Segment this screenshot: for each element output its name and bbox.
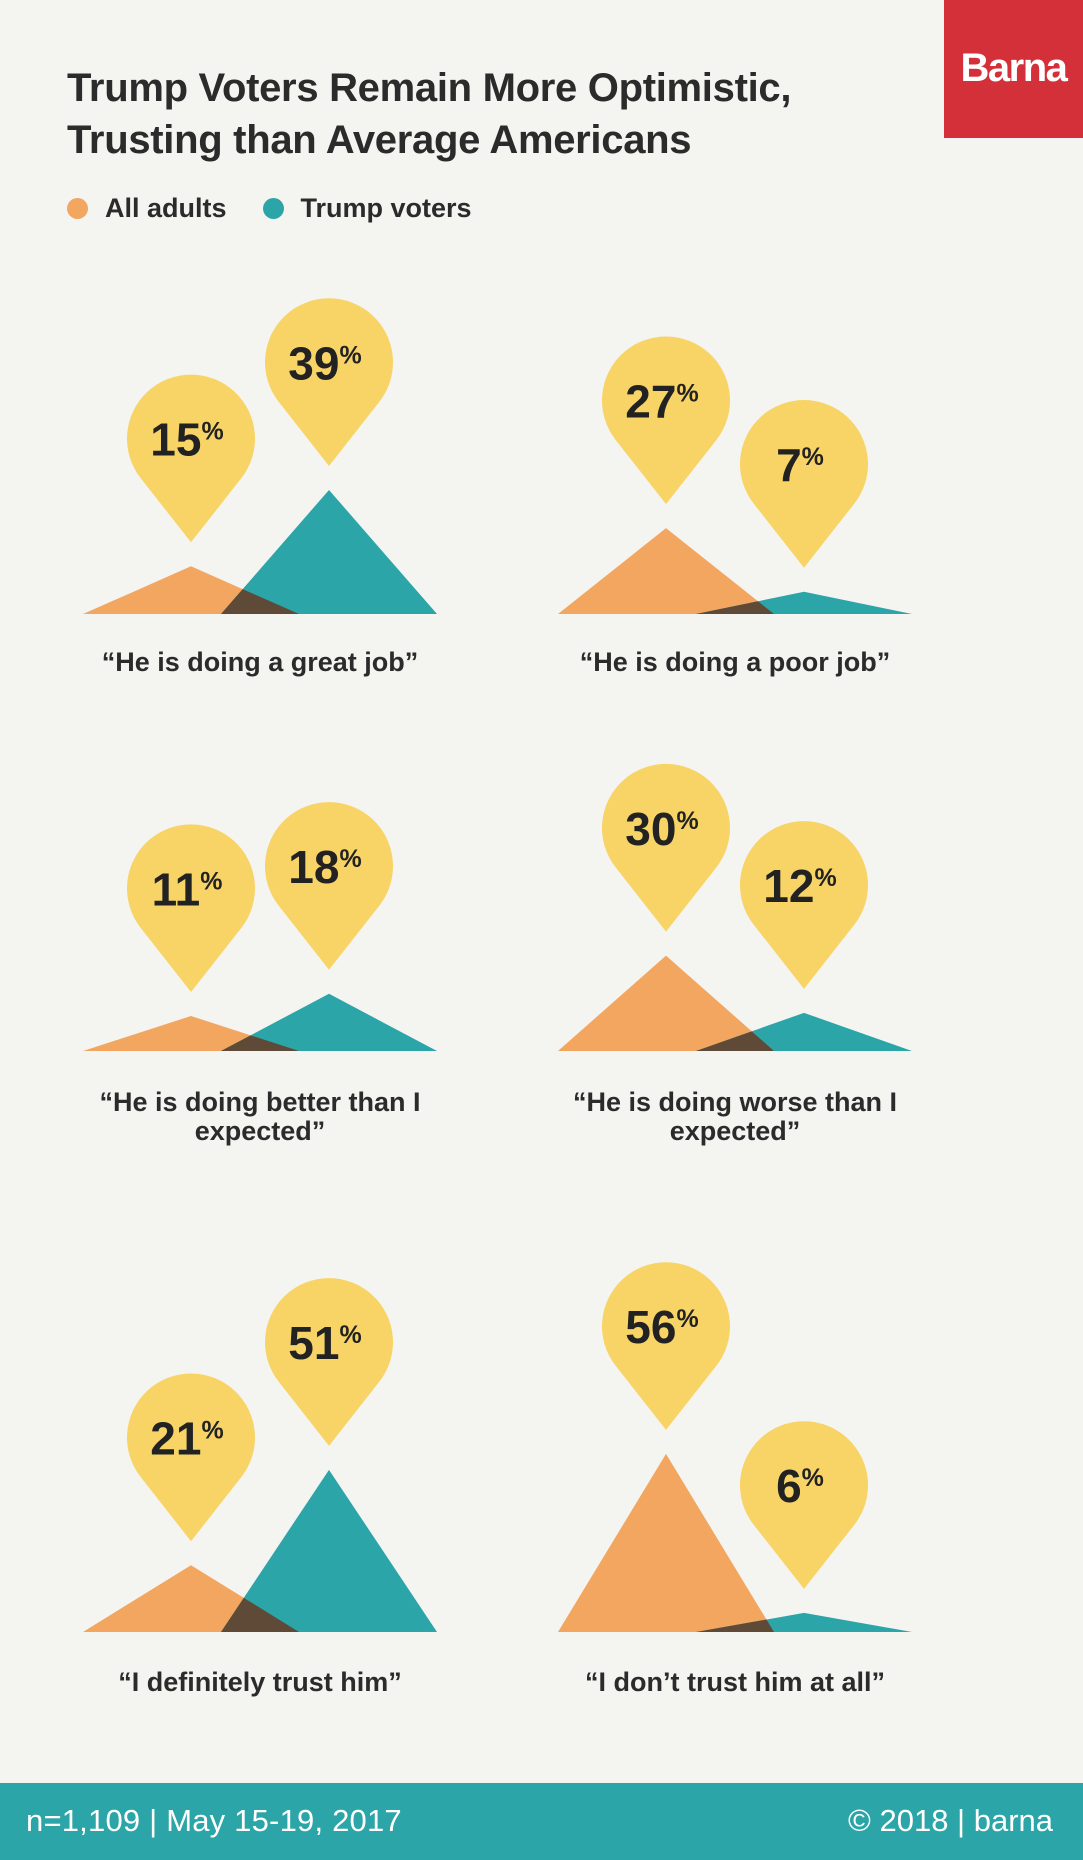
legend-item-trump-voters: Trump voters [262,192,472,224]
pin-all-adults: 11% [127,824,256,993]
triangle-all-adults [558,1453,774,1632]
panel-5: 21% 51% [83,1278,437,1632]
pin-trump-voters: 39% [264,298,394,466]
pin-all-adults-shape [602,1262,730,1430]
panel-3: 11% 18% [83,802,437,1051]
pin-all-adults: 56% [602,1262,730,1430]
pin-trump-voters: 6% [739,1421,868,1589]
pin-all-adults-label: 21% [150,1413,223,1465]
legend: All adults Trump voters [67,190,508,226]
triangle-all-adults [558,528,774,614]
caption-line-2: expected” [669,1116,801,1146]
pin-all-adults-shape [127,824,256,993]
pin-all-adults: 27% [602,336,730,505]
triangle-overlap [696,1031,774,1051]
pin-trump-voters: 12% [739,821,868,989]
pin-all-adults-label: 15% [150,414,223,466]
legend-item-all-adults: All adults [67,193,227,224]
pin-trump-voters: 7% [739,400,868,568]
footer-copyright: © 2018 | barna [848,1803,1053,1838]
panel-caption-1: “He is doing a great job” [50,648,470,677]
panel-caption-5: “I definitely trust him” [50,1668,470,1697]
legend-swatch-trump-voters [262,197,284,219]
triangle-overlap [221,1035,299,1051]
triangle-all-adults [558,955,774,1051]
pin-all-adults-shape [602,763,730,932]
pin-all-adults-shape [127,374,256,543]
pin-trump-voters-label: 51% [288,1317,361,1369]
pin-trump-voters-label: 7% [776,439,824,491]
pin-all-adults-shape [602,336,730,505]
pin-all-adults: 30% [602,763,730,932]
pin-trump-voters-shape [264,298,394,466]
panel-caption-2: “He is doing a poor job” [525,648,945,677]
triangle-trump-voters [221,1469,437,1632]
caption-line-1: “He is doing a great job” [101,647,419,677]
panel-4: 30% 12% [558,763,912,1051]
caption-line-1: “I definitely trust him” [118,1667,402,1697]
pin-trump-voters-label: 6% [776,1460,824,1512]
pin-all-adults-label: 56% [625,1301,698,1353]
pin-all-adults-label: 11% [152,863,223,915]
pin-trump-voters-label: 12% [763,860,836,912]
pin-trump-voters-shape [265,802,393,970]
pin-all-adults-shape [126,1373,255,1542]
pin-trump-voters-shape [739,1421,868,1589]
pin-all-adults: 21% [126,1373,255,1542]
triangle-trump-voters [221,489,437,614]
footer-sample-info: n=1,109 | May 15-19, 2017 [26,1803,402,1838]
caption-line-1: “He is doing worse than I [572,1087,898,1117]
pin-all-adults-label: 30% [625,803,698,855]
panel-caption-6: “I don’t trust him at all” [525,1668,945,1697]
title-line-1: Trump Voters Remain More Optimistic, [67,66,792,110]
footer-bar: n=1,109 | May 15-19, 2017 © 2018 | barna [0,1783,1083,1860]
triangle-overlap [221,589,299,614]
legend-label-all-adults: All adults [105,192,227,223]
panel-2: 27% 7% [558,336,912,614]
caption-line-2: expected” [194,1116,326,1146]
pin-trump-voters-label: 18% [288,841,361,893]
pin-trump-voters-shape [739,400,868,568]
pin-all-adults-label: 27% [625,375,698,427]
pin-trump-voters-label: 39% [288,337,361,389]
legend-label-trump-voters: Trump voters [300,192,472,223]
panel-1: 15% 39% [83,298,437,614]
caption-line-1: “I don’t trust him at all” [584,1667,885,1697]
chart-title: Trump Voters Remain More Optimistic, Tru… [67,62,791,166]
panel-6: 56% 6% [558,1262,912,1632]
pin-trump-voters-shape [265,1278,393,1446]
triangle-overlap [221,1597,299,1632]
pin-trump-voters-shape [739,821,868,989]
legend-swatch-all-adults [67,197,88,219]
pin-trump-voters: 18% [265,802,393,970]
chart-area: 15% 39% 27% 7% 11% 18% 30% 12% 21% 51% 56% 6% [83,298,912,1632]
barna-logo: Barna [944,0,1083,138]
pin-trump-voters: 51% [265,1278,393,1446]
triangle-overlap [696,1619,774,1632]
caption-line-1: “He is doing better than I [99,1087,421,1117]
pin-all-adults: 15% [127,374,256,543]
caption-line-1: “He is doing a poor job” [579,647,891,677]
triangle-trump-voters [221,993,437,1051]
triangle-overlap [696,601,774,614]
title-line-2: Trusting than Average Americans [67,118,692,162]
